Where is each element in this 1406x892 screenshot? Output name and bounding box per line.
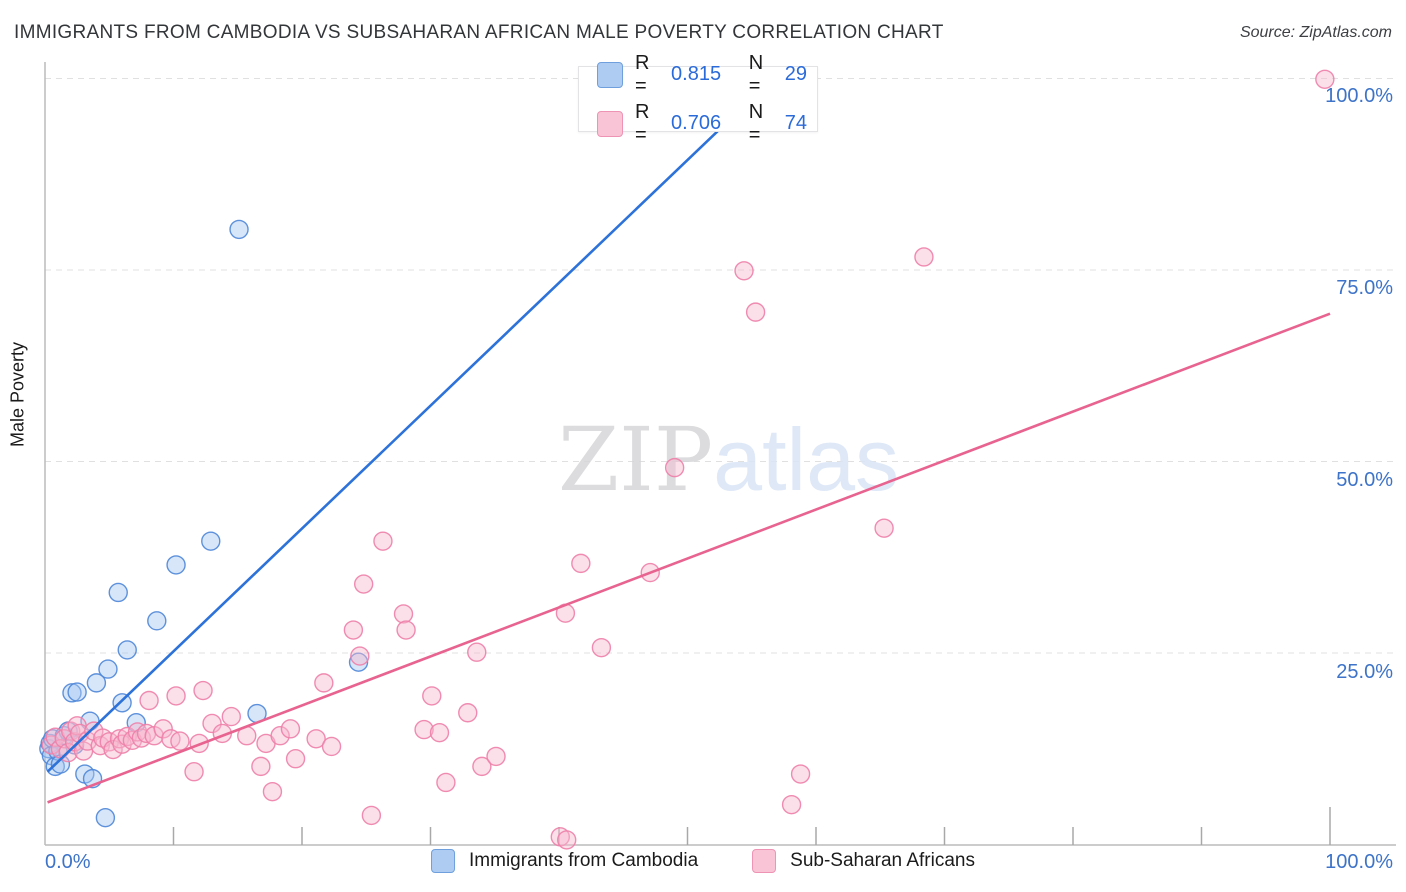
r-value: 0.706 bbox=[671, 112, 722, 134]
source-attribution: Source: ZipAtlas.com bbox=[1239, 24, 1392, 41]
data-point-subsaharan[interactable] bbox=[790, 764, 811, 784]
subsaharan-series-swatch bbox=[752, 849, 777, 873]
n-prefix: N = bbox=[748, 100, 764, 146]
subsaharan-legend-swatch bbox=[597, 110, 623, 137]
x-tick-100: 100.0% bbox=[1325, 851, 1393, 873]
data-point-subsaharan[interactable] bbox=[414, 719, 434, 740]
legend-row-subsaharan: R = 0.706 N = 74 bbox=[597, 101, 807, 147]
watermark: ZIPatlas bbox=[558, 408, 899, 511]
data-point-subsaharan[interactable] bbox=[458, 703, 478, 723]
y-tick-100: 100.0% bbox=[1325, 85, 1393, 107]
data-point-subsaharan[interactable] bbox=[781, 794, 802, 815]
data-point-cambodia[interactable] bbox=[108, 582, 128, 603]
x-tick-0: 0.0% bbox=[45, 851, 91, 873]
data-point-cambodia[interactable] bbox=[98, 659, 118, 679]
cambodia-series-label: Immigrants from Cambodia bbox=[469, 850, 699, 871]
r-value: 0.815 bbox=[671, 63, 722, 85]
legend-row-cambodia: R = 0.815 N = 29 bbox=[597, 52, 807, 98]
data-point-subsaharan[interactable] bbox=[350, 646, 370, 666]
data-point-subsaharan[interactable] bbox=[373, 531, 393, 551]
y-tick-75: 75.0% bbox=[1336, 277, 1393, 299]
data-point-subsaharan[interactable] bbox=[472, 756, 492, 777]
y-tick-25: 25.0% bbox=[1336, 661, 1393, 683]
data-point-subsaharan[interactable] bbox=[306, 729, 326, 749]
data-point-cambodia[interactable] bbox=[147, 611, 167, 631]
data-point-subsaharan[interactable] bbox=[270, 726, 290, 746]
data-point-cambodia[interactable] bbox=[166, 555, 186, 575]
page-title: IMMIGRANTS FROM CAMBODIA VS SUBSAHARAN A… bbox=[14, 22, 944, 43]
data-point-subsaharan[interactable] bbox=[221, 706, 242, 727]
cambodia-series-swatch bbox=[431, 849, 456, 873]
data-point-subsaharan[interactable] bbox=[153, 719, 173, 739]
data-point-subsaharan[interactable] bbox=[393, 604, 414, 624]
data-point-cambodia[interactable] bbox=[62, 683, 82, 703]
n-value: 74 bbox=[784, 112, 807, 134]
data-point-subsaharan[interactable] bbox=[1315, 69, 1335, 89]
data-point-subsaharan[interactable] bbox=[353, 574, 374, 594]
data-point-subsaharan[interactable] bbox=[571, 553, 591, 574]
data-point-subsaharan[interactable] bbox=[467, 642, 487, 662]
data-point-subsaharan[interactable] bbox=[745, 302, 766, 322]
n-value: 29 bbox=[784, 63, 807, 85]
data-point-subsaharan[interactable] bbox=[429, 722, 450, 743]
data-point-subsaharan[interactable] bbox=[170, 731, 190, 751]
data-point-cambodia[interactable] bbox=[201, 531, 221, 551]
data-point-cambodia[interactable] bbox=[112, 693, 132, 713]
r-prefix: R = bbox=[635, 100, 650, 146]
data-point-subsaharan[interactable] bbox=[422, 686, 442, 706]
trend-line-subsaharan bbox=[47, 312, 1331, 804]
data-point-subsaharan[interactable] bbox=[874, 518, 894, 538]
data-point-subsaharan[interactable] bbox=[664, 457, 685, 478]
data-point-cambodia[interactable] bbox=[67, 682, 87, 702]
data-point-subsaharan[interactable] bbox=[166, 686, 186, 706]
data-point-cambodia[interactable] bbox=[348, 652, 369, 672]
data-point-subsaharan[interactable] bbox=[280, 719, 301, 739]
data-point-subsaharan[interactable] bbox=[591, 637, 612, 658]
data-point-subsaharan[interactable] bbox=[314, 673, 334, 693]
data-point-subsaharan[interactable] bbox=[262, 781, 283, 802]
y-tick-50: 50.0% bbox=[1336, 469, 1393, 491]
data-point-subsaharan[interactable] bbox=[343, 620, 364, 640]
series-legend: Immigrants from Cambodia Sub-Saharan Afr… bbox=[431, 849, 975, 873]
data-point-cambodia[interactable] bbox=[229, 219, 249, 240]
data-point-subsaharan[interactable] bbox=[139, 690, 159, 711]
data-point-subsaharan[interactable] bbox=[557, 830, 577, 850]
trend-line-cambodia bbox=[46, 82, 769, 773]
data-point-subsaharan[interactable] bbox=[184, 762, 204, 782]
data-point-subsaharan[interactable] bbox=[103, 739, 123, 760]
cambodia-legend-swatch bbox=[597, 61, 623, 88]
data-point-subsaharan[interactable] bbox=[361, 805, 382, 826]
data-point-subsaharan[interactable] bbox=[202, 713, 222, 734]
data-point-subsaharan[interactable] bbox=[436, 772, 456, 793]
data-point-subsaharan[interactable] bbox=[193, 680, 213, 701]
data-point-subsaharan[interactable] bbox=[396, 620, 416, 640]
r-prefix: R = bbox=[635, 51, 650, 97]
data-point-cambodia[interactable] bbox=[50, 754, 71, 774]
data-point-subsaharan[interactable] bbox=[734, 261, 754, 281]
subsaharan-series-label: Sub-Saharan Africans bbox=[790, 850, 975, 871]
data-point-subsaharan[interactable] bbox=[914, 247, 934, 267]
data-point-subsaharan[interactable] bbox=[321, 736, 342, 757]
data-point-cambodia[interactable] bbox=[95, 807, 116, 828]
n-prefix: N = bbox=[748, 51, 764, 97]
data-point-subsaharan[interactable] bbox=[486, 746, 506, 767]
correlation-legend-box: R = 0.815 N = 29 R = 0.706 N = 74 bbox=[578, 52, 818, 146]
data-point-cambodia[interactable] bbox=[117, 640, 137, 660]
data-point-subsaharan[interactable] bbox=[285, 749, 306, 769]
data-point-subsaharan[interactable] bbox=[251, 756, 271, 777]
data-point-cambodia[interactable] bbox=[86, 673, 107, 693]
